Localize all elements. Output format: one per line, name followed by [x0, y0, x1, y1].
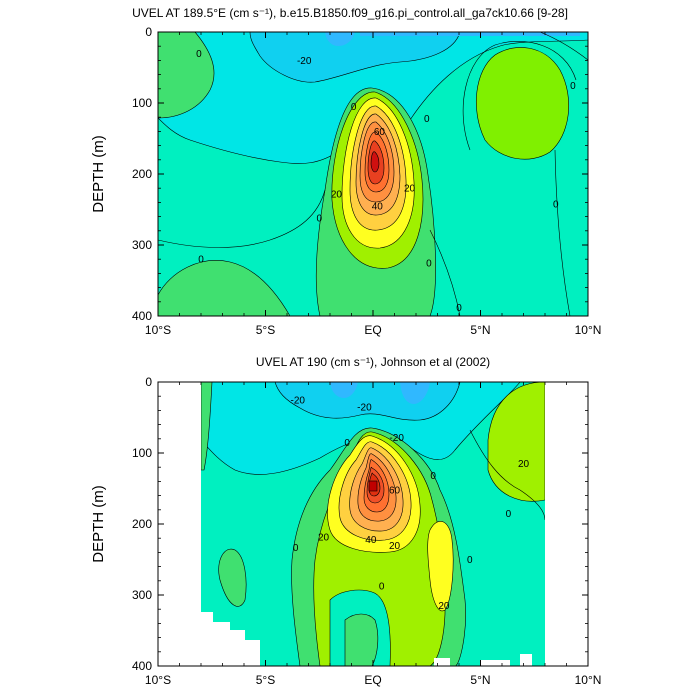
y-axis-label: DEPTH (m)	[90, 485, 107, 563]
contour-label: 0	[344, 438, 350, 449]
obs-left-blob	[218, 548, 247, 607]
obs-euc-90	[368, 480, 378, 492]
blob-nw-pos	[158, 32, 215, 119]
contour-line-n	[429, 229, 461, 316]
contour-label: 0	[570, 81, 576, 92]
x-tick-label: 10°N	[575, 673, 602, 687]
x-tick-label: 5°S	[256, 323, 275, 337]
contour-label: -20	[297, 56, 312, 67]
blob-sw-pos	[158, 260, 291, 316]
contour-label: 0	[506, 509, 512, 520]
x-tick-label: 5°S	[256, 673, 275, 687]
contour-label: 0	[424, 114, 430, 125]
contour-line-s	[158, 189, 326, 248]
contour-label: -20	[291, 395, 306, 406]
panel-observation: UVEL AT 190 (cm s⁻¹), Johnson et al (200…	[90, 355, 601, 687]
y-tick-label: 100	[132, 96, 152, 110]
x-tick-label: 5°N	[470, 323, 490, 337]
panel-2-title: UVEL AT 190 (cm s⁻¹), Johnson et al (200…	[256, 355, 490, 369]
panel-1-contour-labels: 0 -20 0 0 0 60 20 20 40 0 0 0 0 0	[196, 49, 576, 314]
contour-label: 20	[404, 184, 416, 195]
contour-label: 20	[389, 541, 401, 552]
y-tick-label: 200	[132, 167, 152, 181]
obs-mask-right	[545, 382, 588, 666]
contour-label: 0	[196, 49, 202, 60]
contour-line-se	[554, 149, 571, 316]
x-tick-label: 10°S	[145, 673, 171, 687]
obs-mask-left	[158, 382, 260, 666]
y-tick-label: 400	[132, 659, 152, 673]
contour-label: 60	[374, 127, 386, 138]
contour-label: 0	[351, 102, 357, 113]
y-tick-label: 0	[145, 25, 152, 39]
obs-left-band	[200, 382, 213, 471]
y-axis-label: DEPTH (m)	[90, 135, 107, 213]
contour-label: -20	[389, 433, 404, 444]
contour-label: 0	[456, 303, 462, 314]
panel-1-field	[158, 32, 588, 316]
x-tick-label: 10°S	[145, 323, 171, 337]
contour-label: 20	[318, 532, 330, 543]
panel-2-contour-labels: -20 -20 0 -20 0 60 20 40 20 20 0 0 0 0 20	[291, 395, 530, 612]
contour-label: 0	[467, 555, 473, 566]
contour-label: 20	[438, 601, 450, 612]
band-neg20	[249, 32, 461, 83]
contour-label: 0	[316, 214, 322, 225]
contour-label: 0	[430, 471, 436, 482]
y-tick-label: 200	[132, 517, 152, 531]
contour-label: 0	[426, 258, 432, 269]
panel-model: UVEL AT 189.5°E (cm s⁻¹), b.e15.B1850.f0…	[90, 6, 601, 337]
contour-label: 40	[365, 535, 377, 546]
x-tick-label: EQ	[364, 673, 381, 687]
obs-rib-b	[344, 613, 379, 666]
panel-1-title: UVEL AT 189.5°E (cm s⁻¹), b.e15.B1850.f0…	[132, 6, 568, 20]
contour-label: -20	[357, 402, 372, 413]
y-tick-label: 300	[132, 588, 152, 602]
obs-jet-n	[427, 521, 454, 612]
band-neg30	[325, 32, 355, 46]
obs-mask-bottom	[434, 654, 532, 666]
y-tick-label: 100	[132, 446, 152, 460]
band-neg30b	[360, 32, 580, 36]
obs-north-line	[469, 429, 546, 521]
y-tick-label: 300	[132, 238, 152, 252]
contour-label: 20	[331, 189, 343, 200]
x-tick-label: 5°N	[470, 673, 490, 687]
contour-label: 60	[389, 485, 401, 496]
contour-label: 20	[518, 459, 530, 470]
y-tick-label: 400	[132, 309, 152, 323]
contour-label: 0	[293, 543, 299, 554]
contour-label: 0	[198, 255, 204, 266]
blob-ne-pos	[475, 47, 570, 160]
obs-neg30a	[330, 382, 358, 398]
x-tick-label: EQ	[364, 323, 381, 337]
contour-label: 40	[372, 201, 384, 212]
contour-label: 0	[379, 581, 385, 592]
contour-label: 0	[553, 199, 559, 210]
euc-80	[370, 151, 380, 173]
y-tick-label: 0	[145, 375, 152, 389]
panel-2-field	[158, 382, 588, 666]
obs-neg30b	[400, 382, 430, 404]
x-tick-label: 10°N	[575, 323, 602, 337]
